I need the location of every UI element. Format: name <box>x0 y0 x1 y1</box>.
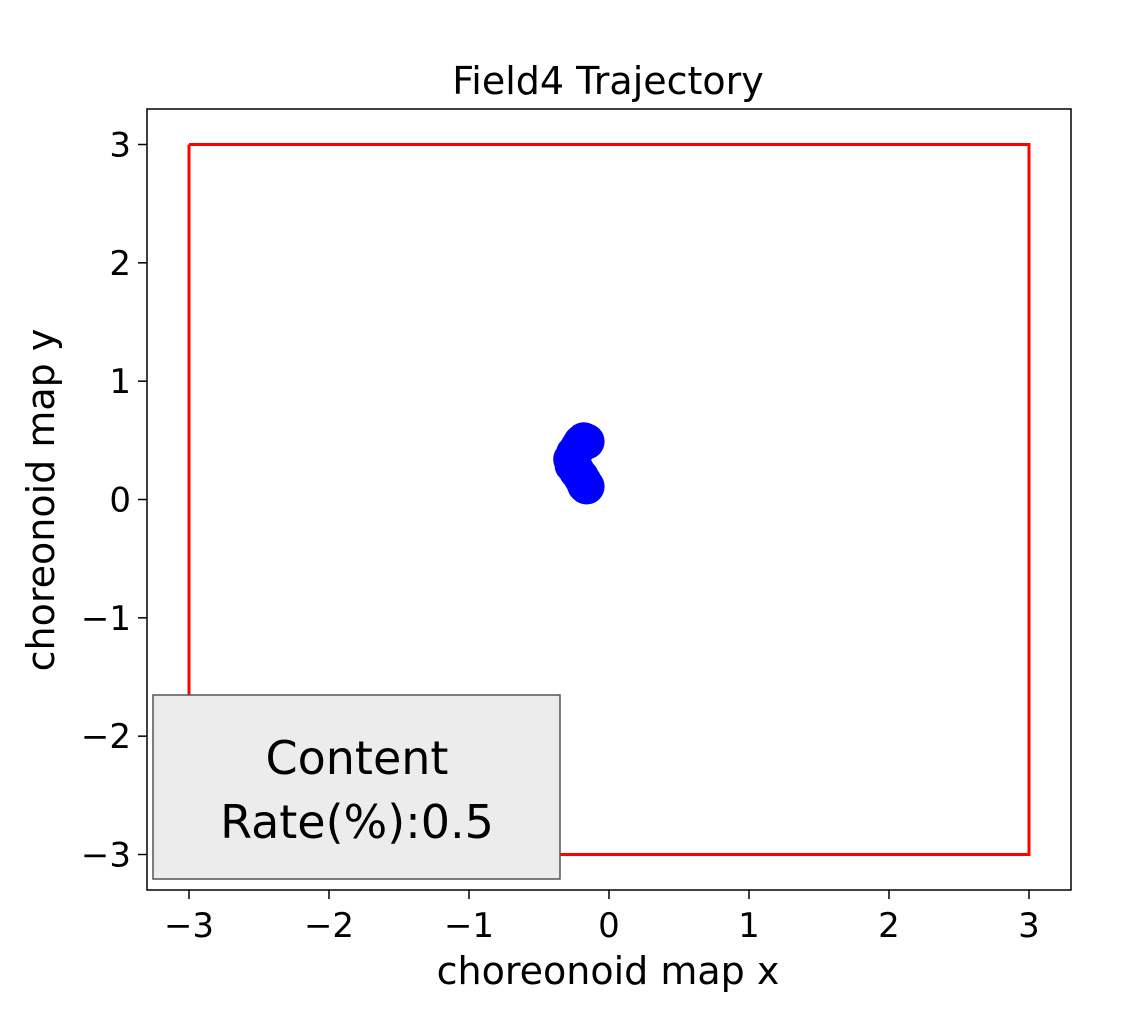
x-tick-label: −3 <box>164 906 214 946</box>
y-tick-label: −3 <box>81 836 131 876</box>
annotation-background <box>152 694 561 880</box>
y-tick-label: 1 <box>109 362 131 402</box>
trajectory-point <box>568 468 605 505</box>
x-tick-label: −1 <box>444 906 494 946</box>
y-tick-label: −2 <box>81 717 131 757</box>
boundary-line <box>187 143 1031 856</box>
annotation-line-1: Content <box>266 731 449 785</box>
x-tick-label: 1 <box>738 906 760 946</box>
y-tick-label: 2 <box>109 244 131 284</box>
chart-title: Field4 Trajectory <box>452 59 764 103</box>
x-tick-label: −2 <box>304 906 354 946</box>
x-tick-label: 2 <box>878 906 900 946</box>
annotation-box: Content Rate(%):0.5 <box>152 694 561 880</box>
y-axis-ticks: −3 −2 −1 0 1 2 3 <box>81 126 147 876</box>
x-axis-ticks: −3 −2 −1 0 1 2 3 <box>164 890 1040 946</box>
x-axis-label: choreonoid map x <box>437 949 780 993</box>
y-tick-label: 3 <box>109 126 131 166</box>
y-axis-label: choreonoid map y <box>19 329 63 672</box>
annotation-line-2: Rate(%):0.5 <box>220 795 494 849</box>
x-tick-label: 0 <box>598 906 620 946</box>
y-tick-label: −1 <box>81 599 131 639</box>
x-tick-label: 3 <box>1018 906 1040 946</box>
trajectory-points <box>553 422 605 505</box>
plot-frame <box>146 108 1072 891</box>
y-tick-label: 0 <box>109 481 131 521</box>
